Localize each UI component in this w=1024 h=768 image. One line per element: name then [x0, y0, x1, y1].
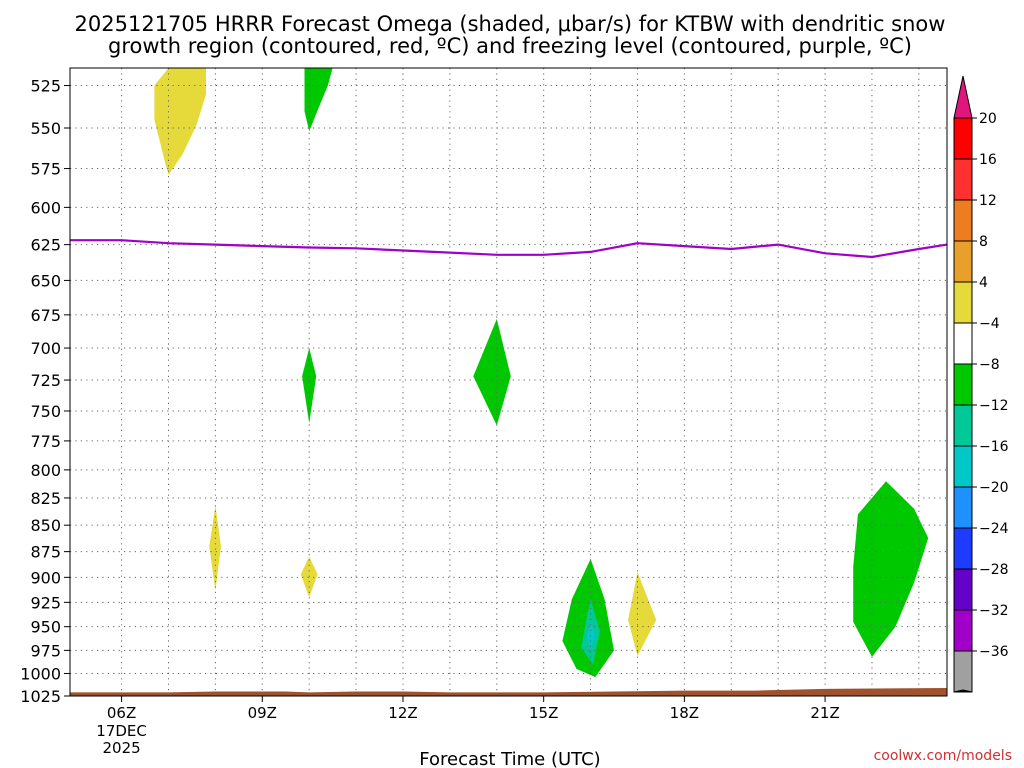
y-tick-label-600: 600: [30, 198, 61, 217]
colorbar-label-1: 20: [979, 111, 997, 127]
colorbar-segment-8: [953, 404, 973, 447]
colorbar-label-5: 4: [979, 275, 988, 291]
x-tick-label-18Z: 18Z: [670, 704, 699, 722]
y-tick-label-825: 825: [30, 489, 61, 508]
y-tick-label-625: 625: [30, 236, 61, 255]
pressure-axis: 525 550 575 600 625 650 675 700 725 750 775 800 825 8…: [20, 77, 70, 706]
freezing-level-line: [70, 239, 948, 259]
y-tick-label-925: 925: [30, 593, 61, 612]
colorbar-segment-1: [953, 117, 973, 160]
colorbar-label-4: 8: [979, 234, 988, 250]
colorbar-segment-4: [953, 240, 973, 283]
y-tick-label-950: 950: [30, 618, 61, 637]
colorbar-label-3: 12: [979, 193, 997, 209]
omega-region-2: [304, 68, 333, 132]
colorbar-label-7: −8: [979, 357, 1000, 373]
omega-region-4: [473, 318, 511, 426]
x-axis-title: Forecast Time (UTC): [419, 749, 600, 768]
x-tick-label-06Z: 06Z: [107, 704, 136, 722]
y-tick-label-575: 575: [30, 160, 61, 179]
colorbar-label-12: −28: [979, 562, 1009, 578]
colorbar-label-13: −32: [979, 603, 1009, 619]
colorbar-label-10: −20: [979, 480, 1009, 496]
colorbar-label-14: −36: [979, 644, 1009, 660]
colorbar-label-2: 16: [979, 152, 997, 168]
ground-surface: [70, 688, 947, 696]
y-tick-label-725: 725: [30, 371, 61, 390]
colorbar-segment-7: [953, 363, 973, 406]
colorbar-segment-3: [953, 199, 973, 242]
y-tick-label-975: 975: [30, 641, 61, 660]
y-tick-label-750: 750: [30, 402, 61, 421]
ground-layer: [70, 688, 947, 696]
y-tick-label-875: 875: [30, 543, 61, 562]
y-tick-label-550: 550: [30, 119, 61, 138]
chart-title-line-2: growth region (contoured, red, ºC) and f…: [108, 34, 912, 58]
colorbar-segment-5: [953, 281, 973, 324]
y-tick-label-800: 800: [30, 461, 61, 480]
omega-region-1: [154, 68, 206, 175]
colorbar-label-8: −12: [979, 398, 1009, 414]
omega-shading-layer: [154, 68, 929, 678]
omega-region-5: [209, 505, 221, 591]
colorbar-segment-11: [953, 527, 973, 570]
omega-colorbar: 20 16 12 8 4 −4 −8 −12 −16 −20 −24 −28 −32 −36: [953, 75, 1009, 693]
omega-region-3: [302, 348, 317, 424]
y-tick-label-1025: 1025: [20, 687, 61, 706]
colorbar-bottom-arrow: [953, 689, 973, 693]
x-tick-sublabel-1: 17DEC: [96, 722, 147, 740]
x-tick-label-09Z: 09Z: [248, 704, 277, 722]
omega-region-11: [853, 481, 929, 657]
y-tick-label-675: 675: [30, 306, 61, 325]
plot-frame: [69, 67, 948, 697]
x-tick-label-21Z: 21Z: [810, 704, 839, 722]
colorbar-segment-13: [953, 609, 973, 652]
x-tick-label-12Z: 12Z: [388, 704, 417, 722]
x-tick-sublabel-2: 2025: [102, 739, 140, 757]
y-tick-label-525: 525: [30, 77, 61, 96]
colorbar-segment-14: [953, 650, 973, 693]
y-tick-label-850: 850: [30, 516, 61, 535]
y-tick-label-1000: 1000: [20, 664, 61, 683]
colorbar-segment-10: [953, 486, 973, 529]
colorbar-label-11: −24: [979, 521, 1009, 537]
colorbar-label-6: −4: [979, 316, 1000, 332]
colorbar-segment-6: [953, 322, 973, 365]
colorbar-segment-9: [953, 445, 973, 488]
credit-label: coolwx.com/models: [874, 748, 1012, 764]
y-tick-label-650: 650: [30, 271, 61, 290]
colorbar-top-arrow: [953, 75, 973, 119]
colorbar-segment-2: [953, 158, 973, 201]
colorbar-segment-12: [953, 568, 973, 611]
y-tick-label-775: 775: [30, 432, 61, 451]
chart-title-line-1: 2025121705 HRRR Forecast Omega (shaded, …: [75, 12, 946, 36]
colorbar-label-9: −16: [979, 439, 1009, 455]
omega-region-6: [300, 556, 318, 598]
x-tick-label-15Z: 15Z: [529, 704, 558, 722]
y-tick-label-700: 700: [30, 339, 61, 358]
omega-region-7: [628, 572, 657, 656]
y-tick-label-900: 900: [30, 568, 61, 587]
grid-layer: [70, 68, 947, 696]
freezing-level-layer: [70, 239, 948, 259]
